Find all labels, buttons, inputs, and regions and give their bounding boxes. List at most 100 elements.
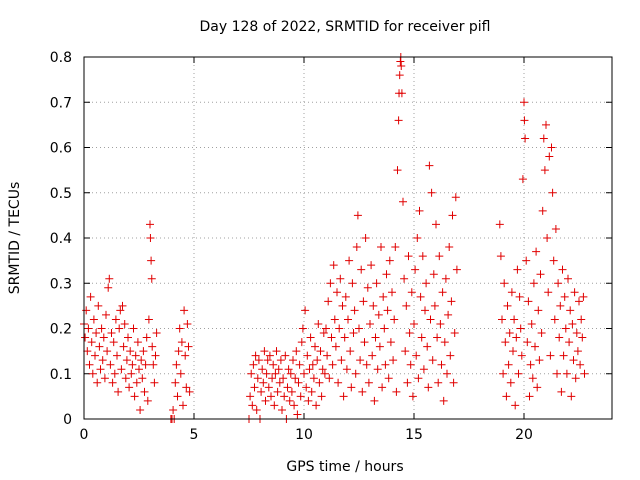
data-point	[380, 324, 389, 333]
data-point	[136, 405, 145, 414]
data-point	[140, 387, 149, 396]
data-point	[567, 392, 576, 401]
data-point	[337, 356, 346, 365]
data-point	[139, 347, 148, 356]
data-point	[100, 374, 109, 383]
data-point	[538, 206, 547, 215]
data-point	[520, 116, 529, 125]
data-point	[386, 338, 395, 347]
chart-title: Day 128 of 2022, SRMTID for receiver pif…	[199, 19, 490, 35]
data-point	[249, 360, 258, 369]
data-point	[441, 274, 450, 283]
data-point	[339, 392, 348, 401]
data-point	[313, 356, 322, 365]
data-point	[437, 360, 446, 369]
data-point	[568, 319, 577, 328]
data-point	[336, 274, 345, 283]
y-tick-label: 0.3	[50, 276, 72, 292]
data-point	[415, 206, 424, 215]
data-point	[182, 383, 191, 392]
data-point	[542, 120, 550, 129]
data-point	[263, 356, 272, 365]
data-point	[445, 243, 454, 252]
data-point	[515, 292, 524, 301]
data-point	[540, 166, 549, 175]
data-point	[547, 143, 556, 152]
data-point	[570, 288, 579, 297]
data-point	[378, 383, 387, 392]
data-point	[373, 365, 382, 374]
data-point	[416, 292, 425, 301]
data-point	[296, 392, 305, 401]
data-point	[578, 333, 587, 342]
data-point	[87, 338, 96, 347]
data-point	[94, 301, 103, 310]
y-tick-labels: 0 0.1 0.2 0.3 0.4 0.5 0.6 0.7 0.8	[50, 50, 72, 428]
y-tick-label: 0	[63, 412, 72, 428]
data-point	[120, 319, 129, 328]
data-point	[550, 315, 559, 324]
data-point	[381, 360, 390, 369]
data-point	[353, 211, 362, 220]
data-point	[341, 292, 350, 301]
data-point	[144, 315, 153, 324]
data-point	[576, 360, 585, 369]
data-point	[521, 134, 530, 143]
data-point	[333, 288, 341, 297]
data-point	[577, 315, 586, 324]
data-point	[330, 315, 339, 324]
data-point	[575, 297, 583, 306]
data-point	[174, 347, 183, 356]
data-point	[496, 252, 505, 261]
data-point	[130, 392, 139, 401]
data-point	[258, 365, 267, 374]
data-point	[444, 310, 453, 319]
data-point	[91, 351, 99, 360]
data-point	[520, 98, 528, 107]
data-point	[436, 319, 445, 328]
data-point	[110, 369, 119, 378]
data-point	[92, 329, 101, 338]
data-point	[268, 374, 277, 383]
data-point	[127, 369, 136, 378]
data-point	[408, 392, 417, 401]
data-point	[280, 392, 289, 401]
data-point	[171, 378, 180, 387]
y-axis-label: SRMTID / TECUs	[7, 182, 23, 295]
data-point	[440, 338, 449, 347]
data-point	[504, 360, 513, 369]
data-point	[446, 351, 455, 360]
data-point	[543, 234, 552, 242]
data-point	[549, 256, 558, 265]
data-point	[511, 401, 520, 410]
data-point	[513, 265, 522, 274]
data-point	[399, 197, 407, 206]
data-point	[514, 369, 523, 378]
data-point	[177, 338, 186, 347]
data-point	[433, 333, 442, 342]
data-point	[432, 220, 440, 229]
data-point	[366, 319, 374, 328]
data-point	[84, 324, 93, 333]
data-point	[269, 360, 278, 369]
data-point	[250, 383, 259, 392]
data-point	[99, 333, 108, 342]
data-point	[303, 351, 312, 360]
data-point	[418, 252, 427, 261]
data-point	[532, 247, 541, 256]
data-point	[395, 71, 404, 80]
data-point	[370, 396, 379, 405]
data-point	[539, 134, 548, 143]
data-point	[132, 378, 141, 387]
data-point	[424, 383, 433, 392]
data-point	[137, 356, 146, 365]
data-point	[364, 378, 373, 387]
data-point	[142, 333, 151, 342]
data-point	[367, 261, 376, 270]
data-point	[119, 342, 128, 351]
data-point	[135, 365, 143, 374]
data-point	[311, 342, 319, 351]
x-tick-label: 5	[190, 427, 199, 443]
data-point	[502, 392, 511, 401]
